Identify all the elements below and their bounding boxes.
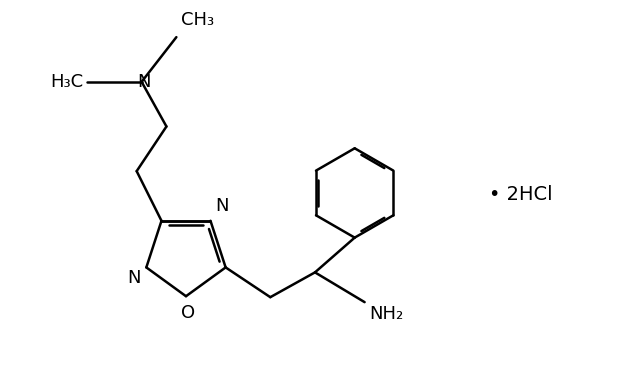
Text: N: N bbox=[216, 197, 229, 215]
Text: H₃C: H₃C bbox=[50, 73, 83, 91]
Text: N: N bbox=[127, 269, 140, 287]
Text: N: N bbox=[137, 73, 150, 91]
Text: CH₃: CH₃ bbox=[181, 11, 214, 29]
Text: NH₂: NH₂ bbox=[369, 305, 404, 323]
Text: • 2HCl: • 2HCl bbox=[489, 185, 552, 204]
Text: O: O bbox=[181, 304, 195, 322]
